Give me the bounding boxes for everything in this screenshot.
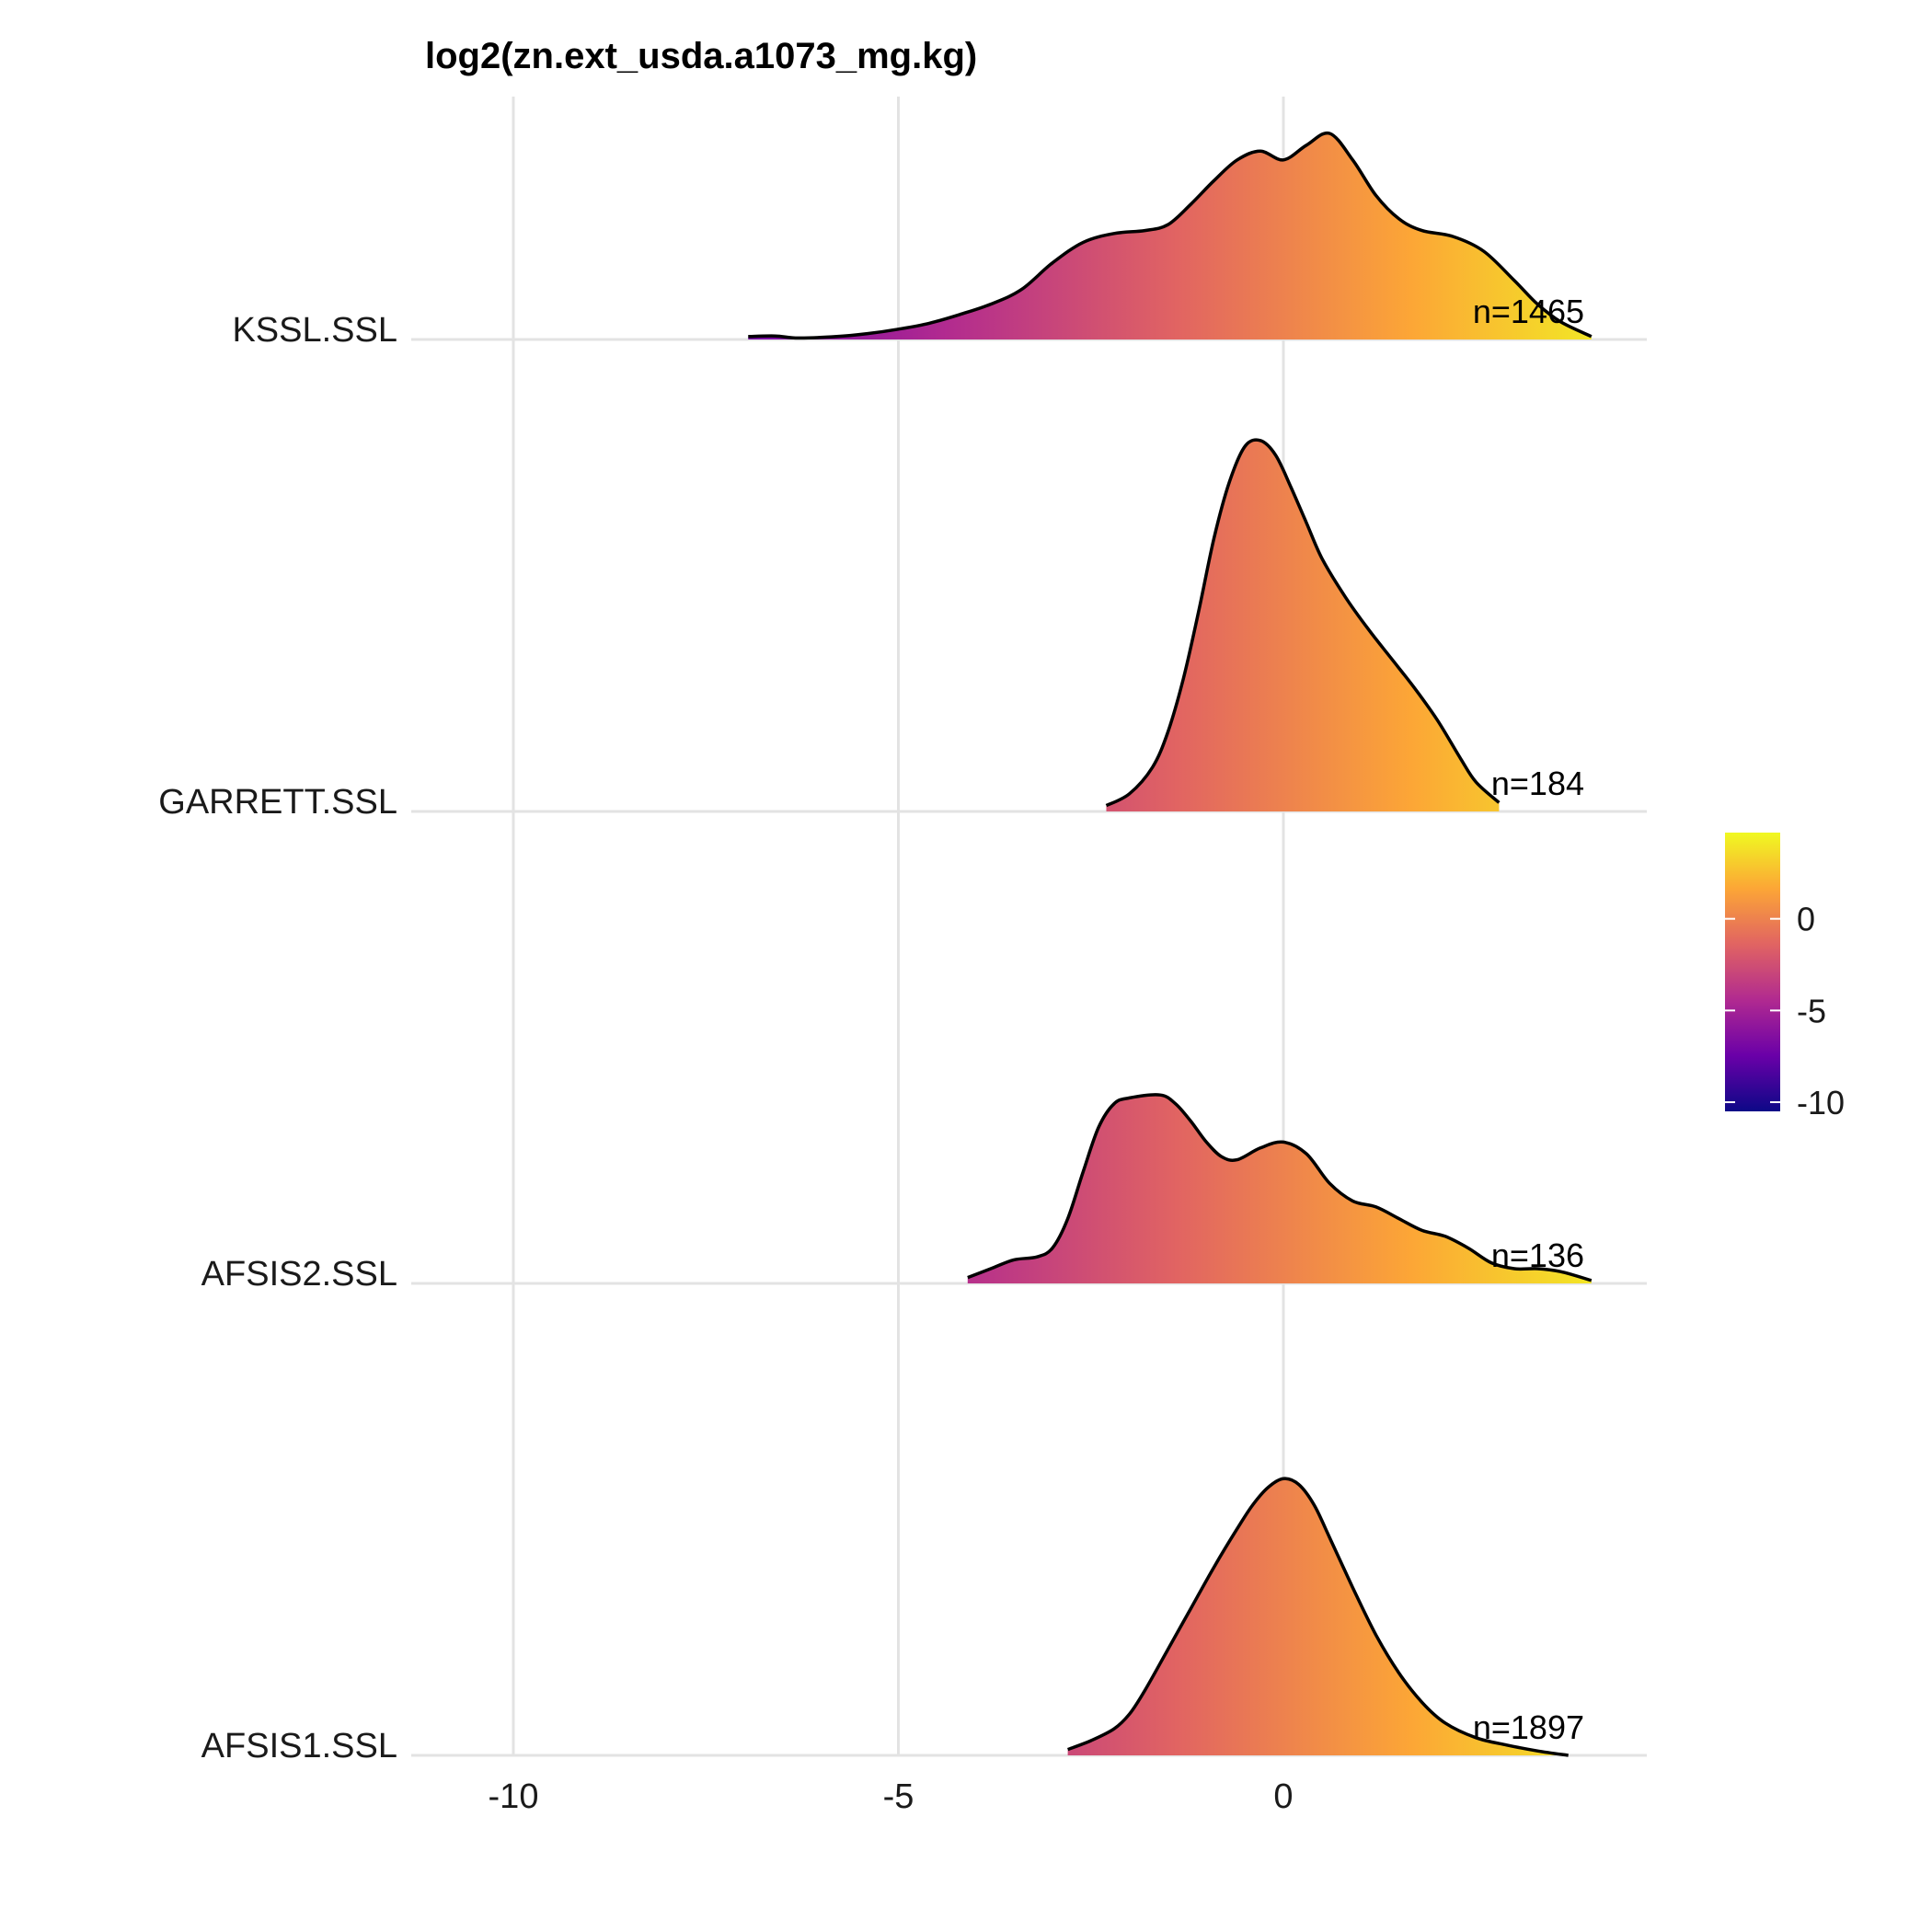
ridge-afsis2-ssl: n=136: [967, 1093, 1593, 1283]
legend-tick-label: -5: [1797, 992, 1826, 1029]
ridge-fill: [748, 132, 1592, 339]
ridge-fill: [967, 1094, 1592, 1283]
ridge-outline: [748, 131, 1593, 340]
legend-tick-label: 0: [1797, 901, 1815, 938]
ridge-garrett-ssl: n=184: [1105, 438, 1584, 811]
category-label: KSSL.SSL: [232, 311, 397, 350]
x-tick-label: -5: [883, 1777, 914, 1816]
ridge-fill: [1106, 440, 1500, 811]
category-label: GARRETT.SSL: [158, 783, 397, 822]
ridge-fill: [1067, 1478, 1569, 1755]
legend-tick-label: -10: [1797, 1084, 1845, 1121]
ridge-layer: n=1897 n=136 n=184 n=1465: [748, 131, 1593, 1757]
n-count-label: n=1897: [1473, 1708, 1584, 1746]
ridge-outline: [1067, 1477, 1569, 1757]
n-count-label: n=1465: [1473, 293, 1584, 330]
category-labels: AFSIS1.SSL AFSIS2.SSL GARRETT.SSL KSSL.SSL: [158, 311, 397, 1765]
n-count-label: n=184: [1491, 765, 1584, 802]
ridge-kssl-ssl: n=1465: [748, 131, 1593, 340]
x-axis-ticks: -10 -5 0: [489, 1777, 1294, 1816]
ridge-outline: [967, 1093, 1593, 1282]
color-legend: 0 -5 -10: [1725, 833, 1845, 1121]
x-tick-label: 0: [1273, 1777, 1293, 1816]
legend-colorbar: [1725, 833, 1780, 1111]
n-count-label: n=136: [1491, 1236, 1584, 1274]
chart-title: log2(zn.ext_usda.a1073_mg.kg): [425, 36, 977, 76]
category-label: AFSIS1.SSL: [201, 1727, 397, 1765]
ridge-outline: [1105, 438, 1501, 808]
ridge-afsis1-ssl: n=1897: [1067, 1477, 1584, 1757]
grid-layer: [411, 97, 1647, 1757]
x-tick-label: -10: [489, 1777, 539, 1816]
category-label: AFSIS2.SSL: [201, 1255, 397, 1294]
